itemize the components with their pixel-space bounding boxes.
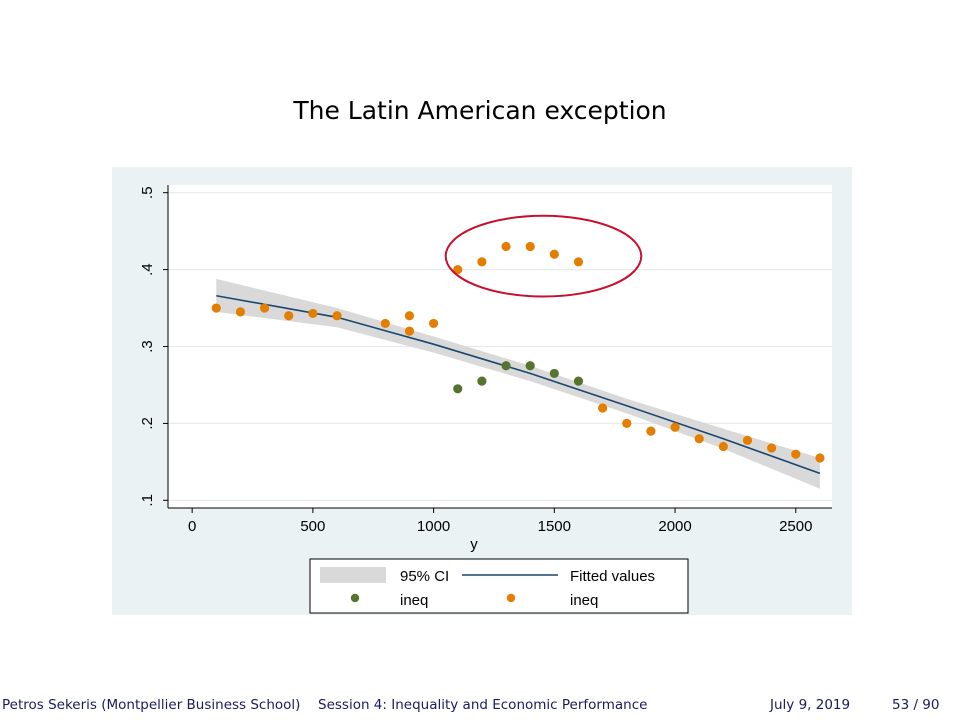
highlight-ellipse <box>444 214 643 298</box>
orange-point <box>380 318 390 329</box>
legend-label: ineq <box>570 592 598 609</box>
orange-point <box>573 257 584 267</box>
x-tick-label: 1000 <box>417 518 450 535</box>
orange-point <box>767 443 777 453</box>
x-tick-label: 2000 <box>658 518 691 535</box>
legend-orange-marker <box>506 593 516 603</box>
orange-point <box>742 435 753 445</box>
y-tick-label: .3 <box>139 340 156 353</box>
orange-point <box>259 303 270 313</box>
orange-point <box>791 449 801 459</box>
orange-point <box>622 418 632 429</box>
x-axis-label: y <box>470 536 478 553</box>
orange-point <box>549 249 559 259</box>
orange-point <box>308 308 318 319</box>
orange-point <box>284 311 294 321</box>
slide-title: The Latin American exception <box>293 96 667 125</box>
orange-point <box>694 434 704 444</box>
footer-date: July 9, 2019 <box>770 697 851 713</box>
confidence-band <box>216 278 820 489</box>
legend-ci-swatch <box>320 567 386 583</box>
y-tick-label: .1 <box>139 494 156 507</box>
x-tick-label: 500 <box>300 518 325 535</box>
legend-label: ineq <box>400 592 428 609</box>
green-point <box>573 376 584 386</box>
green-point <box>453 384 463 394</box>
orange-point <box>815 453 825 463</box>
y-tick-label: .4 <box>139 263 156 276</box>
x-tick-label: 0 <box>188 518 196 535</box>
legend-label: 95% CI <box>400 568 449 585</box>
orange-point <box>718 441 728 452</box>
orange-point <box>332 311 342 321</box>
footer-talk-title: Session 4: Inequality and Economic Perfo… <box>318 697 648 713</box>
x-tick-label: 2500 <box>779 518 812 535</box>
footer-page-number: 53 / 90 <box>892 697 940 713</box>
green-point <box>549 368 559 379</box>
orange-point <box>501 241 511 252</box>
legend-label: Fitted values <box>570 568 655 585</box>
orange-point <box>211 303 221 313</box>
x-tick-label: 1500 <box>538 518 571 535</box>
green-point <box>501 361 511 371</box>
green-point <box>525 361 535 371</box>
orange-point <box>670 422 680 432</box>
footer-author: Petros Sekeris (Montpellier Business Sch… <box>2 697 301 713</box>
scatter-chart: 0 500 1000 1500 2000 2500 .1 .2 .3 .4 .5 y 95% CI Fi… <box>139 185 832 614</box>
legend-green-marker <box>350 593 360 603</box>
orange-point <box>646 426 656 436</box>
orange-point <box>525 241 535 252</box>
chart-panel: 0 500 1000 1500 2000 2500 .1 .2 .3 .4 .5 y 95% CI Fi… <box>112 167 852 615</box>
orange-point <box>404 311 415 321</box>
green-point <box>477 376 487 386</box>
orange-point <box>453 264 463 275</box>
orange-point <box>235 307 246 317</box>
y-tick-label: .5 <box>139 186 156 199</box>
y-tick-label: .2 <box>139 417 156 430</box>
orange-point <box>598 403 608 413</box>
orange-point <box>404 326 415 336</box>
orange-point <box>429 318 439 329</box>
orange-point <box>477 257 487 267</box>
